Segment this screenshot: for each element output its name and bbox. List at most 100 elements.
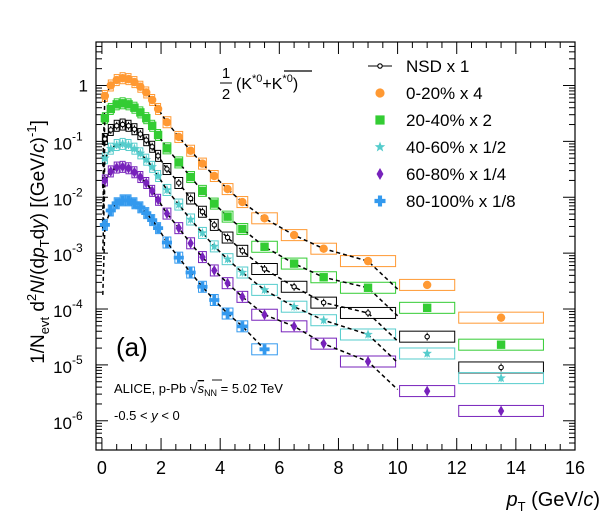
data-point: [210, 199, 219, 208]
y-tick-label: 10: [53, 358, 72, 377]
data-point: [222, 254, 233, 264]
data-point: [259, 344, 270, 355]
data-point: [290, 320, 298, 332]
data-point: [364, 356, 372, 367]
data-point: [363, 329, 373, 339]
syst-box: [280, 320, 308, 333]
data-point: [187, 237, 194, 249]
syst-box: [339, 328, 397, 341]
syst-box: [186, 237, 196, 250]
syst-box: [221, 231, 234, 244]
data-point: [118, 99, 127, 108]
syst-box: [399, 385, 456, 398]
syst-box: [174, 222, 184, 235]
data-point: [211, 264, 218, 276]
data-point: [129, 143, 140, 153]
series-40-60-x-1-2: [100, 138, 506, 383]
syst-box: [251, 263, 278, 276]
x-tick-label: 8: [333, 458, 343, 478]
data-point: [496, 373, 506, 383]
legend-entry-60-80-x-1-4: 60-80% x 1/4: [376, 165, 506, 184]
legend-marker: [374, 195, 386, 207]
syst-box: [236, 223, 249, 236]
data-point: [223, 184, 232, 194]
syst-box: [310, 242, 337, 255]
syst-box: [458, 311, 544, 324]
legend-label: NSD x 1: [406, 57, 469, 76]
x-tick-label: 6: [274, 458, 284, 478]
data-point: [154, 194, 162, 206]
data-point: [289, 230, 299, 240]
y-tick-label: 1: [79, 76, 88, 95]
syst-box: [221, 307, 234, 320]
syst-box: [251, 212, 278, 225]
syst-box: [236, 196, 249, 209]
data-point: [136, 82, 145, 91]
syst-box: [198, 226, 207, 239]
data-point: [197, 281, 208, 292]
legend-entry-0-20-x-4: 0-20% x 4: [375, 84, 483, 103]
data-point: [319, 273, 328, 282]
data-point: [186, 172, 195, 182]
data-point: [319, 244, 328, 253]
data-point: [143, 177, 150, 189]
legend-entry-40-60-x-1-2: 40-60% x 1/2: [374, 138, 506, 157]
data-point: [422, 303, 432, 313]
data-point: [224, 234, 231, 241]
data-point: [119, 121, 126, 128]
data-point: [260, 214, 269, 223]
data-point: [162, 144, 172, 153]
data-point: [260, 242, 269, 251]
x-tick-label: 14: [506, 458, 526, 478]
legend-marker: [375, 115, 385, 125]
data-point: [199, 251, 206, 263]
y-tick-label: 10: [53, 414, 72, 433]
legend-entry-nsd-x-1: NSD x 1: [368, 57, 469, 76]
x-tick-label: 10: [388, 458, 408, 478]
data-point: [363, 256, 373, 266]
legend-marker: [374, 141, 386, 152]
data-point: [135, 148, 146, 158]
data-point: [498, 364, 504, 371]
data-point: [185, 267, 196, 278]
data-point: [125, 123, 132, 129]
data-point: [239, 291, 246, 303]
data-point: [365, 310, 371, 316]
axes-frame: [95, 41, 576, 451]
syst-box: [458, 372, 544, 385]
data-point: [239, 248, 246, 254]
syst-box: [186, 192, 196, 205]
data-point: [237, 321, 248, 332]
data-point: [108, 127, 114, 133]
legend-label: 80-100% x 1/8: [406, 192, 516, 211]
syst-box: [310, 296, 337, 309]
legend-label: 20-40% x 2: [406, 111, 492, 130]
data-point: [175, 222, 182, 234]
data-point: [112, 100, 121, 109]
data-point: [135, 202, 146, 213]
system-annotation: ALICE, p-Pb √sNN = 5.02 TeV: [114, 380, 283, 398]
data-point: [197, 227, 208, 237]
data-point: [497, 405, 505, 417]
syst-box: [399, 301, 456, 314]
syst-box: [198, 251, 207, 264]
x-tick-label: 2: [156, 458, 166, 478]
data-point: [176, 180, 182, 186]
legend-entry-80-100-x-1-8: 80-100% x 1/8: [374, 192, 516, 211]
syst-box: [280, 229, 308, 242]
data-point: [136, 108, 145, 117]
data-point: [318, 315, 329, 325]
syst-box: [174, 198, 184, 211]
data-point: [153, 170, 163, 181]
data-point: [422, 348, 432, 358]
syst-box: [458, 338, 544, 351]
data-point: [113, 162, 120, 174]
syst-box: [162, 207, 172, 220]
data-point: [153, 223, 164, 234]
data-point: [289, 259, 299, 268]
data-point: [153, 130, 163, 140]
y-tick-exponent: -1: [72, 129, 83, 143]
data-point: [162, 184, 172, 195]
